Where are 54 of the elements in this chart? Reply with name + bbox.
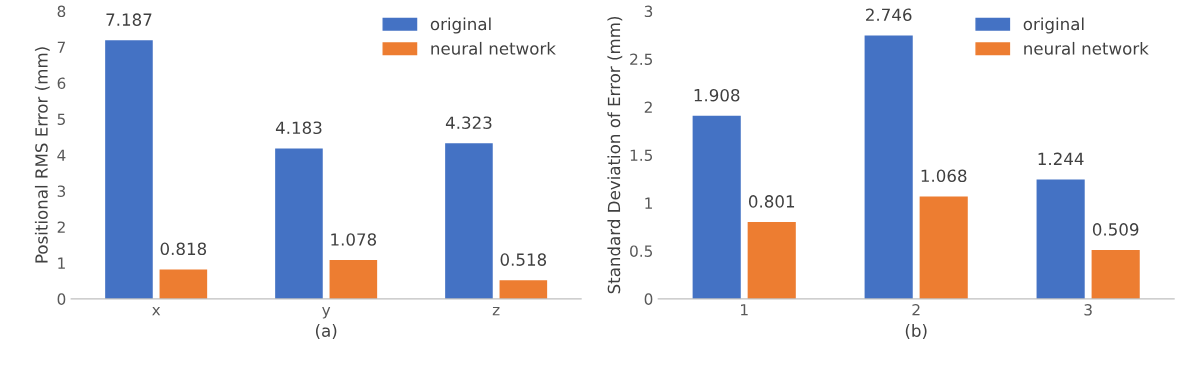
bar xyxy=(747,222,796,299)
bar xyxy=(692,115,741,299)
y-axis-title: Standard Deviation of Error (mm) xyxy=(607,16,623,294)
y-tick-label: 1.5 xyxy=(630,149,653,161)
x-axis-title: (a) xyxy=(315,324,337,339)
y-tick-label: 6 xyxy=(57,77,66,90)
bar xyxy=(105,40,153,299)
bar xyxy=(919,196,968,299)
legend-label: original xyxy=(430,17,491,34)
data-label: 7.187 xyxy=(106,13,152,26)
x-tick-label: y xyxy=(322,307,331,319)
y-tick-label: 2.5 xyxy=(630,53,653,66)
bar xyxy=(275,148,323,299)
x-axis-title: (b) xyxy=(905,324,927,339)
data-label: 0.518 xyxy=(500,253,547,266)
y-tick-label: 0 xyxy=(644,293,653,305)
y-tick-label: 3 xyxy=(644,5,653,18)
data-label: 4.183 xyxy=(275,121,322,135)
y-tick-label: 4 xyxy=(57,149,66,161)
y-tick-label: 1 xyxy=(645,197,652,209)
x-tick-label: z xyxy=(492,307,500,316)
bar xyxy=(864,35,913,299)
y-tick-label: 3 xyxy=(57,185,66,197)
data-label: 1.078 xyxy=(331,233,377,246)
x-tick-label: 2 xyxy=(912,304,920,316)
data-label: 1.908 xyxy=(694,88,740,102)
data-label: 1.068 xyxy=(921,169,967,183)
y-tick-label: 0 xyxy=(57,293,66,305)
data-label: 2.746 xyxy=(866,8,912,22)
y-tick-label: 8 xyxy=(57,5,66,18)
y-tick-label: 2 xyxy=(57,221,65,233)
bar xyxy=(1091,250,1140,299)
bar xyxy=(499,280,548,299)
y-axis-title: Positional RMS Error (mm) xyxy=(34,47,50,263)
data-label: 1.244 xyxy=(1038,152,1084,165)
x-tick-label: 1 xyxy=(741,304,748,316)
bar xyxy=(159,269,208,299)
data-label: 0.818 xyxy=(160,242,207,256)
y-tick-label: 0.5 xyxy=(630,245,653,257)
x-tick-label: x xyxy=(152,307,161,316)
y-tick-label: 1 xyxy=(58,257,65,269)
legend-label: neural network xyxy=(431,41,556,55)
y-tick-label: 2 xyxy=(644,101,652,113)
bar xyxy=(1036,179,1085,299)
bar xyxy=(329,260,378,299)
legend-label: original xyxy=(1023,17,1084,34)
x-tick-label: 3 xyxy=(1084,304,1092,316)
y-tick-label: 5 xyxy=(57,113,65,126)
y-tick-label: 7 xyxy=(57,41,65,53)
legend-label: neural network xyxy=(1024,41,1149,55)
data-label: 0.509 xyxy=(1092,223,1139,236)
bar xyxy=(445,143,493,299)
data-label: 0.801 xyxy=(748,195,795,208)
data-label: 4.323 xyxy=(445,116,492,130)
